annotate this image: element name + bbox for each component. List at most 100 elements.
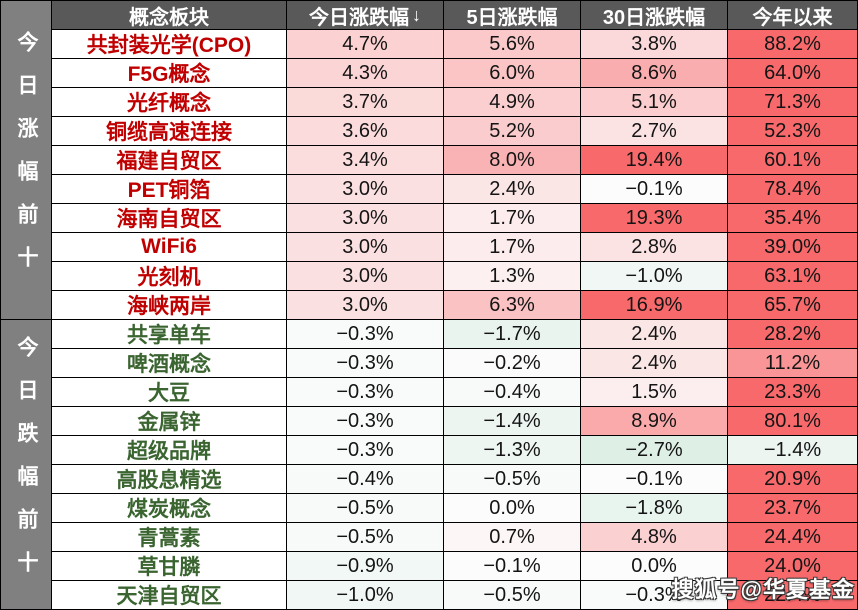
sidebar-gainers-label: 今日涨幅前十 <box>1 1 51 319</box>
value-cell: −0.3% <box>287 378 443 406</box>
value-cell: −0.1% <box>581 465 727 493</box>
value-cell: 0.0% <box>444 494 580 522</box>
value-cell: −1.0% <box>581 262 727 290</box>
value-cell: −0.3% <box>581 581 727 609</box>
concept-name-cell: 海南自贸区 <box>52 204 286 232</box>
value-cell: 24.0% <box>728 552 857 580</box>
concept-name-cell: 高股息精选 <box>52 465 286 493</box>
value-cell: 16.9% <box>581 291 727 319</box>
value-cell: −0.1% <box>581 175 727 203</box>
value-cell: 2.4% <box>581 349 727 377</box>
value-cell: 78.4% <box>728 175 857 203</box>
concept-name-cell: 福建自贸区 <box>52 146 286 174</box>
value-cell: 3.0% <box>287 204 443 232</box>
value-cell: 3.0% <box>287 262 443 290</box>
value-cell: −0.5% <box>444 465 580 493</box>
header-concept-column: 概念板块 <box>52 1 286 29</box>
concept-name-cell: 草甘膦 <box>52 552 286 580</box>
value-cell: 3.0% <box>287 175 443 203</box>
concept-name-cell: WiFi6 <box>52 233 286 261</box>
value-cell: −2.7% <box>581 436 727 464</box>
value-cell: 35.4% <box>728 204 857 232</box>
value-cell: −0.4% <box>287 465 443 493</box>
value-cell: 3.4% <box>287 146 443 174</box>
value-cell: −1.7% <box>444 320 580 348</box>
header-ytd-column: 今年以来 <box>728 1 857 29</box>
concept-name-cell: 天津自贸区 <box>52 581 286 609</box>
concept-name-cell: 煤炭概念 <box>52 494 286 522</box>
value-cell: 1.5% <box>581 378 727 406</box>
concept-name-cell: 金属锌 <box>52 407 286 435</box>
value-cell: 2.8% <box>581 233 727 261</box>
header-30day-change-column: 30日涨跌幅 <box>581 1 727 29</box>
value-cell: 19.3% <box>581 204 727 232</box>
header-today-change-column: 今日涨跌幅 ↓ <box>287 1 443 29</box>
value-cell: −0.5% <box>287 523 443 551</box>
value-cell: 23.7% <box>728 494 857 522</box>
value-cell: 8.0% <box>444 146 580 174</box>
value-cell: 65.7% <box>728 291 857 319</box>
value-cell: −1.4% <box>444 407 580 435</box>
value-cell: 3.0% <box>287 233 443 261</box>
value-cell: −0.5% <box>444 581 580 609</box>
value-cell: 5.6% <box>444 30 580 58</box>
concept-name-cell: 光刻机 <box>52 262 286 290</box>
concept-name-cell: 铜缆高速连接 <box>52 117 286 145</box>
value-cell: 3.8% <box>581 30 727 58</box>
value-cell: 11.2% <box>728 349 857 377</box>
value-cell: 71.3% <box>728 88 857 116</box>
value-cell: −1.4% <box>728 436 857 464</box>
sort-descending-icon: ↓ <box>412 4 421 25</box>
value-cell: 0.7% <box>444 523 580 551</box>
value-cell: 52.3% <box>728 117 857 145</box>
value-cell: 39.0% <box>728 233 857 261</box>
value-cell: 3.7% <box>287 88 443 116</box>
value-cell: 1.7% <box>444 204 580 232</box>
concept-name-cell: PET铜箔 <box>52 175 286 203</box>
value-cell: 64.0% <box>728 59 857 87</box>
value-cell: 0.0% <box>581 552 727 580</box>
value-cell: −0.3% <box>287 436 443 464</box>
value-cell: −0.1% <box>444 552 580 580</box>
value-cell: −0.4% <box>444 378 580 406</box>
value-cell: 5.2% <box>444 117 580 145</box>
value-cell: 19.4% <box>581 146 727 174</box>
value-cell: 2.4% <box>444 175 580 203</box>
value-cell: 8.9% <box>581 407 727 435</box>
value-cell: 28.2% <box>728 320 857 348</box>
value-cell: −0.3% <box>287 320 443 348</box>
value-cell: 63.1% <box>728 262 857 290</box>
sidebar-losers-label: 今日跌幅前十 <box>1 320 51 609</box>
value-cell: 4.9% <box>444 88 580 116</box>
value-cell: 24.4% <box>728 523 857 551</box>
value-cell: −0.3% <box>287 407 443 435</box>
value-cell: 60.1% <box>728 146 857 174</box>
value-cell: 3.6% <box>287 117 443 145</box>
value-cell: 5.1% <box>581 88 727 116</box>
concept-name-cell: 青蒿素 <box>52 523 286 551</box>
value-cell: 2.4% <box>581 320 727 348</box>
value-cell: −0.2% <box>444 349 580 377</box>
concept-name-cell: 海峡两岸 <box>52 291 286 319</box>
value-cell: −0.3% <box>287 349 443 377</box>
concept-name-cell: 啤酒概念 <box>52 349 286 377</box>
value-cell: 4.7% <box>287 30 443 58</box>
concept-name-cell: 超级品牌 <box>52 436 286 464</box>
concept-name-cell: F5G概念 <box>52 59 286 87</box>
value-cell: 20.9% <box>728 465 857 493</box>
value-cell: 6.3% <box>444 291 580 319</box>
value-cell: −1.3% <box>444 436 580 464</box>
value-cell: 1.7% <box>444 233 580 261</box>
value-cell: 80.1% <box>728 407 857 435</box>
concept-name-cell: 光纤概念 <box>52 88 286 116</box>
value-cell: −0.5% <box>287 494 443 522</box>
header-5day-change-column: 5日涨跌幅 <box>444 1 580 29</box>
value-cell: 3.0% <box>287 291 443 319</box>
concept-name-cell: 共封装光学(CPO) <box>52 30 286 58</box>
value-cell: 2.7% <box>581 117 727 145</box>
value-cell: 88.2% <box>728 30 857 58</box>
concept-name-cell: 大豆 <box>52 378 286 406</box>
value-cell: 4.8% <box>581 523 727 551</box>
concept-name-cell: 共享单车 <box>52 320 286 348</box>
